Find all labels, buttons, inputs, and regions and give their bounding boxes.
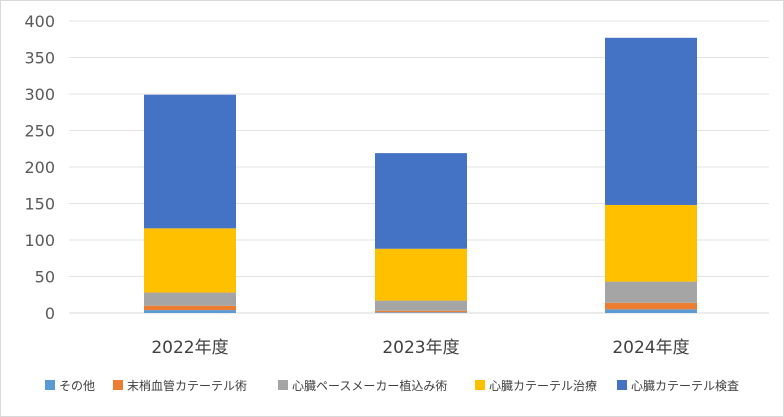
y-tick-label: 250 xyxy=(24,122,55,141)
bar-segment xyxy=(375,312,467,313)
bar-segment xyxy=(605,302,697,310)
bar-segment xyxy=(605,309,697,313)
y-axis-ticks: 0 50 100 150 200 250 300 350 400 xyxy=(24,12,55,323)
legend-label: 末梢血管カテーテル術 xyxy=(127,378,247,393)
legend: その他 末梢血管カテーテル術 心臓ペースメーカー植込み術 心臓カテーテル治療 心臓カテー… xyxy=(45,378,739,393)
bar-segment xyxy=(144,292,236,306)
y-tick-label: 300 xyxy=(24,85,55,104)
legend-label: その他 xyxy=(59,379,95,393)
bar-segment xyxy=(144,310,236,313)
y-tick-label: 350 xyxy=(24,49,55,68)
bar-segment xyxy=(605,37,697,205)
bar-segment xyxy=(144,305,236,311)
legend-swatch xyxy=(617,380,627,390)
y-tick-label: 150 xyxy=(24,195,55,214)
x-axis-labels: 2022年度 2023年度 2024年度 xyxy=(151,338,689,358)
legend-swatch xyxy=(278,380,288,390)
x-tick-label: 2022年度 xyxy=(151,338,228,358)
bar-segment xyxy=(375,310,467,313)
bar-segment xyxy=(375,248,467,301)
legend-label: 心臓カテーテル治療 xyxy=(489,379,597,393)
x-tick-label: 2023年度 xyxy=(382,338,459,358)
legend-label: 心臓ペースメーカー植込み術 xyxy=(292,378,447,393)
legend-swatch xyxy=(45,380,55,390)
y-tick-label: 400 xyxy=(24,12,55,31)
y-tick-label: 100 xyxy=(24,231,55,250)
y-tick-label: 0 xyxy=(45,304,55,323)
y-tick-label: 200 xyxy=(24,158,55,177)
legend-swatch xyxy=(113,380,123,390)
bar-segment xyxy=(144,94,236,229)
bar-segment xyxy=(605,281,697,303)
bars xyxy=(144,37,697,313)
y-tick-label: 50 xyxy=(35,268,55,287)
legend-label: 心臓カテーテル検査 xyxy=(631,379,739,393)
legend-swatch xyxy=(475,380,485,390)
bar-segment xyxy=(605,204,697,282)
bar-segment xyxy=(375,153,467,249)
x-tick-label: 2024年度 xyxy=(612,338,689,358)
bar-segment xyxy=(144,228,236,293)
bar-segment xyxy=(375,300,467,311)
